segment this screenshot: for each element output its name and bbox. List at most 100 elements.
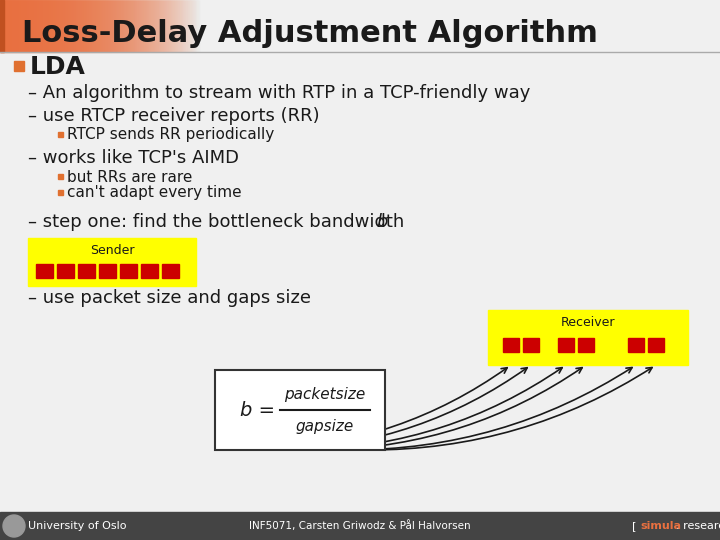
Bar <box>38 0 39 52</box>
Bar <box>99 264 116 278</box>
Bar <box>123 0 124 52</box>
Bar <box>95 0 96 52</box>
Bar <box>162 264 179 278</box>
Bar <box>180 0 181 52</box>
Bar <box>194 0 195 52</box>
Text: b: b <box>376 213 387 231</box>
Bar <box>119 0 120 52</box>
Bar <box>13 0 14 52</box>
Bar <box>648 338 664 352</box>
Bar <box>41 0 42 52</box>
Bar <box>125 0 126 52</box>
Text: University of Oslo: University of Oslo <box>28 521 127 531</box>
Bar <box>69 0 70 52</box>
Bar <box>177 0 178 52</box>
Bar <box>75 0 76 52</box>
Bar <box>64 0 65 52</box>
Bar <box>53 0 54 52</box>
Bar <box>43 0 44 52</box>
Bar <box>161 0 162 52</box>
Bar <box>27 0 28 52</box>
Bar <box>40 0 41 52</box>
Bar <box>79 0 80 52</box>
Bar <box>166 0 167 52</box>
Bar <box>61 0 62 52</box>
Bar <box>67 0 68 52</box>
Bar <box>488 310 688 365</box>
Bar <box>102 0 103 52</box>
Bar <box>92 0 93 52</box>
Bar <box>578 338 594 352</box>
Text: Receiver: Receiver <box>561 316 616 329</box>
Text: but RRs are rare: but RRs are rare <box>67 170 192 185</box>
Bar <box>184 0 185 52</box>
Bar <box>89 0 90 52</box>
Bar <box>558 338 574 352</box>
Text: INF5071, Carsten Griwodz & Pål Halvorsen: INF5071, Carsten Griwodz & Pål Halvorsen <box>249 521 471 531</box>
Bar <box>20 0 21 52</box>
Bar <box>159 0 160 52</box>
Bar <box>85 0 86 52</box>
Bar <box>37 0 38 52</box>
Text: can't adapt every time: can't adapt every time <box>67 186 242 200</box>
Bar <box>28 238 196 286</box>
Bar <box>121 0 122 52</box>
Bar <box>86 0 87 52</box>
Bar <box>107 0 108 52</box>
Bar <box>87 0 88 52</box>
Bar <box>141 264 158 278</box>
Bar <box>34 0 35 52</box>
Bar <box>152 0 153 52</box>
Bar <box>215 370 385 450</box>
Bar <box>5 0 6 52</box>
Bar <box>122 0 123 52</box>
Bar <box>80 0 81 52</box>
Bar <box>94 0 95 52</box>
Bar <box>71 0 72 52</box>
Bar <box>169 0 170 52</box>
Bar <box>191 0 192 52</box>
Bar <box>45 0 46 52</box>
Bar <box>98 0 99 52</box>
Bar <box>50 0 51 52</box>
Bar <box>112 0 113 52</box>
Text: [: [ <box>632 521 640 531</box>
Bar <box>77 0 78 52</box>
Bar <box>82 0 83 52</box>
Bar <box>111 0 112 52</box>
Bar <box>14 0 15 52</box>
Bar <box>130 0 131 52</box>
Bar <box>60 0 61 52</box>
Bar <box>12 0 13 52</box>
Bar <box>165 0 166 52</box>
Bar <box>63 0 64 52</box>
Bar <box>183 0 184 52</box>
Bar <box>146 0 147 52</box>
Bar <box>55 0 56 52</box>
Bar <box>58 0 59 52</box>
Bar <box>24 0 25 52</box>
Bar <box>140 0 141 52</box>
Bar <box>6 0 7 52</box>
Bar <box>131 0 132 52</box>
Text: . research laboratory ]: . research laboratory ] <box>676 521 720 531</box>
Text: b =: b = <box>240 402 275 421</box>
Bar <box>70 0 71 52</box>
Text: packetsize: packetsize <box>284 387 366 402</box>
Bar <box>154 0 155 52</box>
Bar <box>0 0 1 52</box>
Bar <box>25 0 26 52</box>
Bar <box>195 0 196 52</box>
Bar <box>503 338 519 352</box>
Bar <box>182 0 183 52</box>
Bar <box>134 0 135 52</box>
Bar <box>73 0 74 52</box>
Bar <box>91 0 92 52</box>
Bar <box>78 0 79 52</box>
Bar <box>18 0 19 52</box>
Bar <box>187 0 188 52</box>
Text: gapsize: gapsize <box>296 418 354 434</box>
Bar <box>199 0 200 52</box>
Bar <box>189 0 190 52</box>
Bar <box>72 0 73 52</box>
